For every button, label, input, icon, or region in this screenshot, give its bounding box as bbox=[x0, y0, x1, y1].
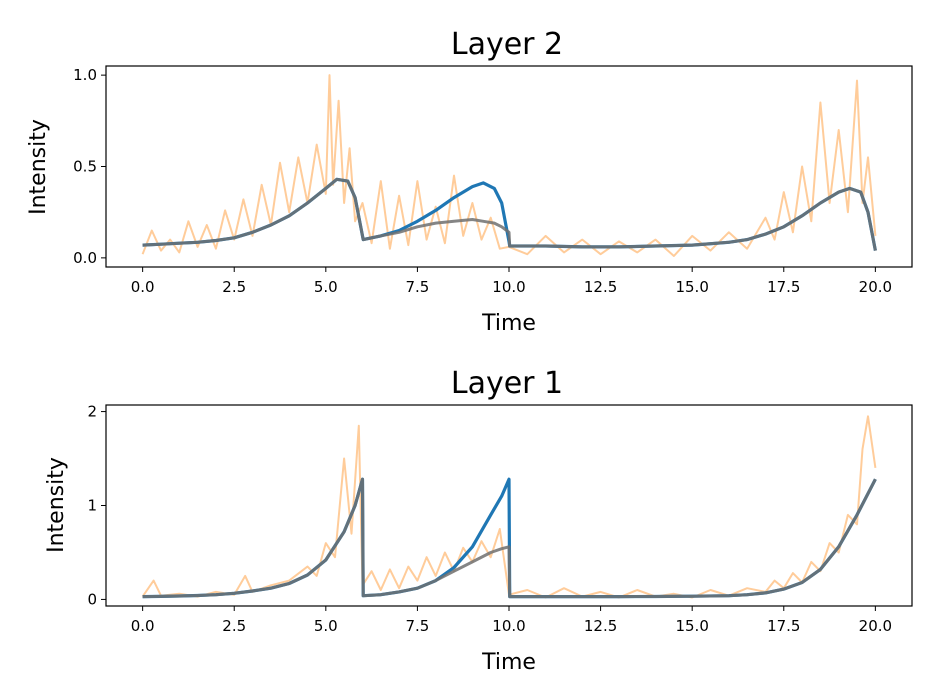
x-tick-label: 10.0 bbox=[492, 617, 525, 635]
y-axis-label: Intensity bbox=[44, 457, 69, 553]
x-axis-label: Time bbox=[481, 311, 536, 336]
series-layer bbox=[141, 74, 877, 257]
x-tick-label: 0.0 bbox=[131, 278, 155, 296]
x-tick-label: 2.5 bbox=[222, 617, 246, 635]
y-axis-label: Intensity bbox=[26, 119, 51, 215]
chart-title: Layer 1 bbox=[451, 366, 563, 401]
x-tick-label: 10.0 bbox=[492, 278, 525, 296]
x-tick-label: 5.0 bbox=[314, 278, 338, 296]
series-line-observed bbox=[141, 74, 877, 257]
ticks-layer: 0.0 2.5 5.0 7.5 10.0 12.5 15.0 17.5 20.0 0 1 2 bbox=[87, 403, 892, 635]
y-tick-label: 0.0 bbox=[73, 249, 97, 267]
y-tick-label: 0 bbox=[87, 590, 97, 608]
y-tick-label: 0.5 bbox=[73, 158, 97, 176]
series-line-smoothed bbox=[142, 177, 877, 251]
y-tick-label: 2 bbox=[87, 403, 97, 421]
x-tick-label: 20.0 bbox=[859, 617, 892, 635]
x-tick-label: 12.5 bbox=[584, 278, 617, 296]
x-tick-label: 12.5 bbox=[584, 617, 617, 635]
plot-area-frame bbox=[105, 65, 913, 268]
x-tick-label: 7.5 bbox=[405, 617, 429, 635]
y-tick-label: 1.0 bbox=[73, 66, 97, 84]
x-tick-label: 15.0 bbox=[675, 278, 708, 296]
x-tick-label: 20.0 bbox=[859, 278, 892, 296]
chart-panel-layer-2: Layer 2 Intensity Time 0.0 2.5 5.0 7.5 10.0 1… bbox=[26, 27, 913, 336]
x-tick-label: 17.5 bbox=[767, 617, 800, 635]
chart-title: Layer 2 bbox=[451, 27, 563, 62]
series-layer bbox=[141, 415, 877, 599]
x-tick-label: 0.0 bbox=[131, 617, 155, 635]
x-tick-label: 17.5 bbox=[767, 278, 800, 296]
y-tick-label: 1 bbox=[87, 497, 97, 515]
series-line-observed bbox=[141, 415, 877, 599]
x-tick-label: 2.5 bbox=[222, 278, 246, 296]
x-axis-label: Time bbox=[481, 650, 536, 675]
ticks-layer: 0.0 2.5 5.0 7.5 10.0 12.5 15.0 17.5 20.0 0.0 0.5 1.… bbox=[73, 66, 892, 296]
plot-area-frame bbox=[105, 404, 913, 607]
x-tick-label: 15.0 bbox=[675, 617, 708, 635]
chart-panel-layer-1: Layer 1 Intensity Time 0.0 2.5 5.0 7.5 10.0 1… bbox=[44, 366, 913, 675]
series-line-smoothed bbox=[142, 477, 877, 599]
x-tick-label: 7.5 bbox=[405, 278, 429, 296]
x-tick-label: 5.0 bbox=[314, 617, 338, 635]
